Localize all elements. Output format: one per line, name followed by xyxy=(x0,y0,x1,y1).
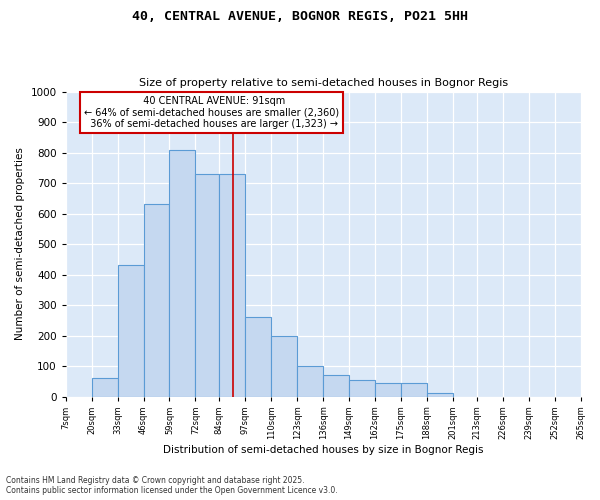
Text: 40, CENTRAL AVENUE, BOGNOR REGIS, PO21 5HH: 40, CENTRAL AVENUE, BOGNOR REGIS, PO21 5… xyxy=(132,10,468,23)
Y-axis label: Number of semi-detached properties: Number of semi-detached properties xyxy=(15,148,25,340)
X-axis label: Distribution of semi-detached houses by size in Bognor Regis: Distribution of semi-detached houses by … xyxy=(163,445,484,455)
Bar xyxy=(169,150,196,396)
Bar xyxy=(401,383,427,396)
Bar xyxy=(196,174,220,396)
Text: 40 CENTRAL AVENUE: 91sqm
← 64% of semi-detached houses are smaller (2,360)
  36%: 40 CENTRAL AVENUE: 91sqm ← 64% of semi-d… xyxy=(84,96,339,130)
Bar xyxy=(245,317,271,396)
Bar xyxy=(427,394,453,396)
Bar xyxy=(143,204,169,396)
Bar xyxy=(375,383,401,396)
Title: Size of property relative to semi-detached houses in Bognor Regis: Size of property relative to semi-detach… xyxy=(139,78,508,88)
Bar xyxy=(220,174,245,396)
Bar xyxy=(118,266,143,396)
Bar xyxy=(323,375,349,396)
Bar xyxy=(297,366,323,396)
Bar xyxy=(349,380,375,396)
Bar xyxy=(92,378,118,396)
Text: Contains HM Land Registry data © Crown copyright and database right 2025.
Contai: Contains HM Land Registry data © Crown c… xyxy=(6,476,338,495)
Bar xyxy=(271,336,297,396)
